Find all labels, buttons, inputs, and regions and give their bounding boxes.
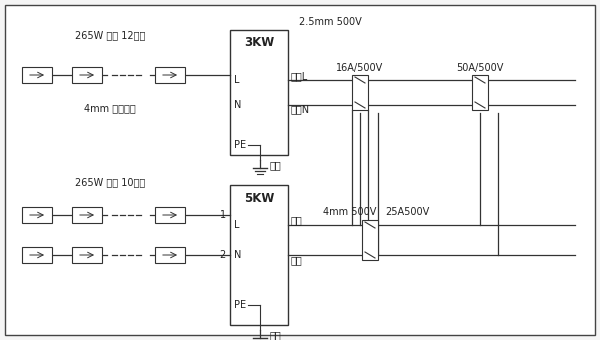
Text: 零线N: 零线N <box>291 104 310 114</box>
Text: L: L <box>234 220 239 230</box>
Text: 地线: 地线 <box>270 330 282 340</box>
Text: 相线: 相线 <box>291 215 303 225</box>
Text: 50A/500V: 50A/500V <box>457 63 503 73</box>
Text: N: N <box>234 100 241 110</box>
Text: PE: PE <box>234 140 246 150</box>
Bar <box>155 207 185 223</box>
Text: N: N <box>234 250 241 260</box>
Text: 16A/500V: 16A/500V <box>337 63 383 73</box>
Bar <box>472 75 488 110</box>
Bar <box>155 247 185 263</box>
Text: 25A500V: 25A500V <box>385 207 429 217</box>
Bar <box>230 30 288 155</box>
Bar <box>22 207 52 223</box>
Text: 4mm 500V: 4mm 500V <box>323 207 377 217</box>
Bar <box>72 247 102 263</box>
Text: 5KW: 5KW <box>244 192 274 205</box>
Text: 3KW: 3KW <box>244 35 274 49</box>
Bar <box>72 67 102 83</box>
Text: L: L <box>234 75 239 85</box>
Text: 2.5mm 500V: 2.5mm 500V <box>299 17 361 27</box>
Bar <box>22 67 52 83</box>
Bar <box>362 220 378 260</box>
Bar <box>22 247 52 263</box>
Text: 265W 组件 10串联: 265W 组件 10串联 <box>75 177 145 187</box>
Bar <box>72 207 102 223</box>
Text: 2: 2 <box>220 250 226 260</box>
Text: 地线: 地线 <box>270 160 282 170</box>
Text: 265W 组件 12串联: 265W 组件 12串联 <box>75 30 145 40</box>
Text: PE: PE <box>234 300 246 310</box>
Bar <box>230 185 288 325</box>
Text: 零线: 零线 <box>291 255 303 265</box>
Text: 4mm 光伏电缆: 4mm 光伏电缆 <box>84 103 136 113</box>
Text: 1: 1 <box>220 210 226 220</box>
Bar <box>352 75 368 110</box>
Text: 相线L: 相线L <box>291 71 308 81</box>
Bar <box>155 67 185 83</box>
